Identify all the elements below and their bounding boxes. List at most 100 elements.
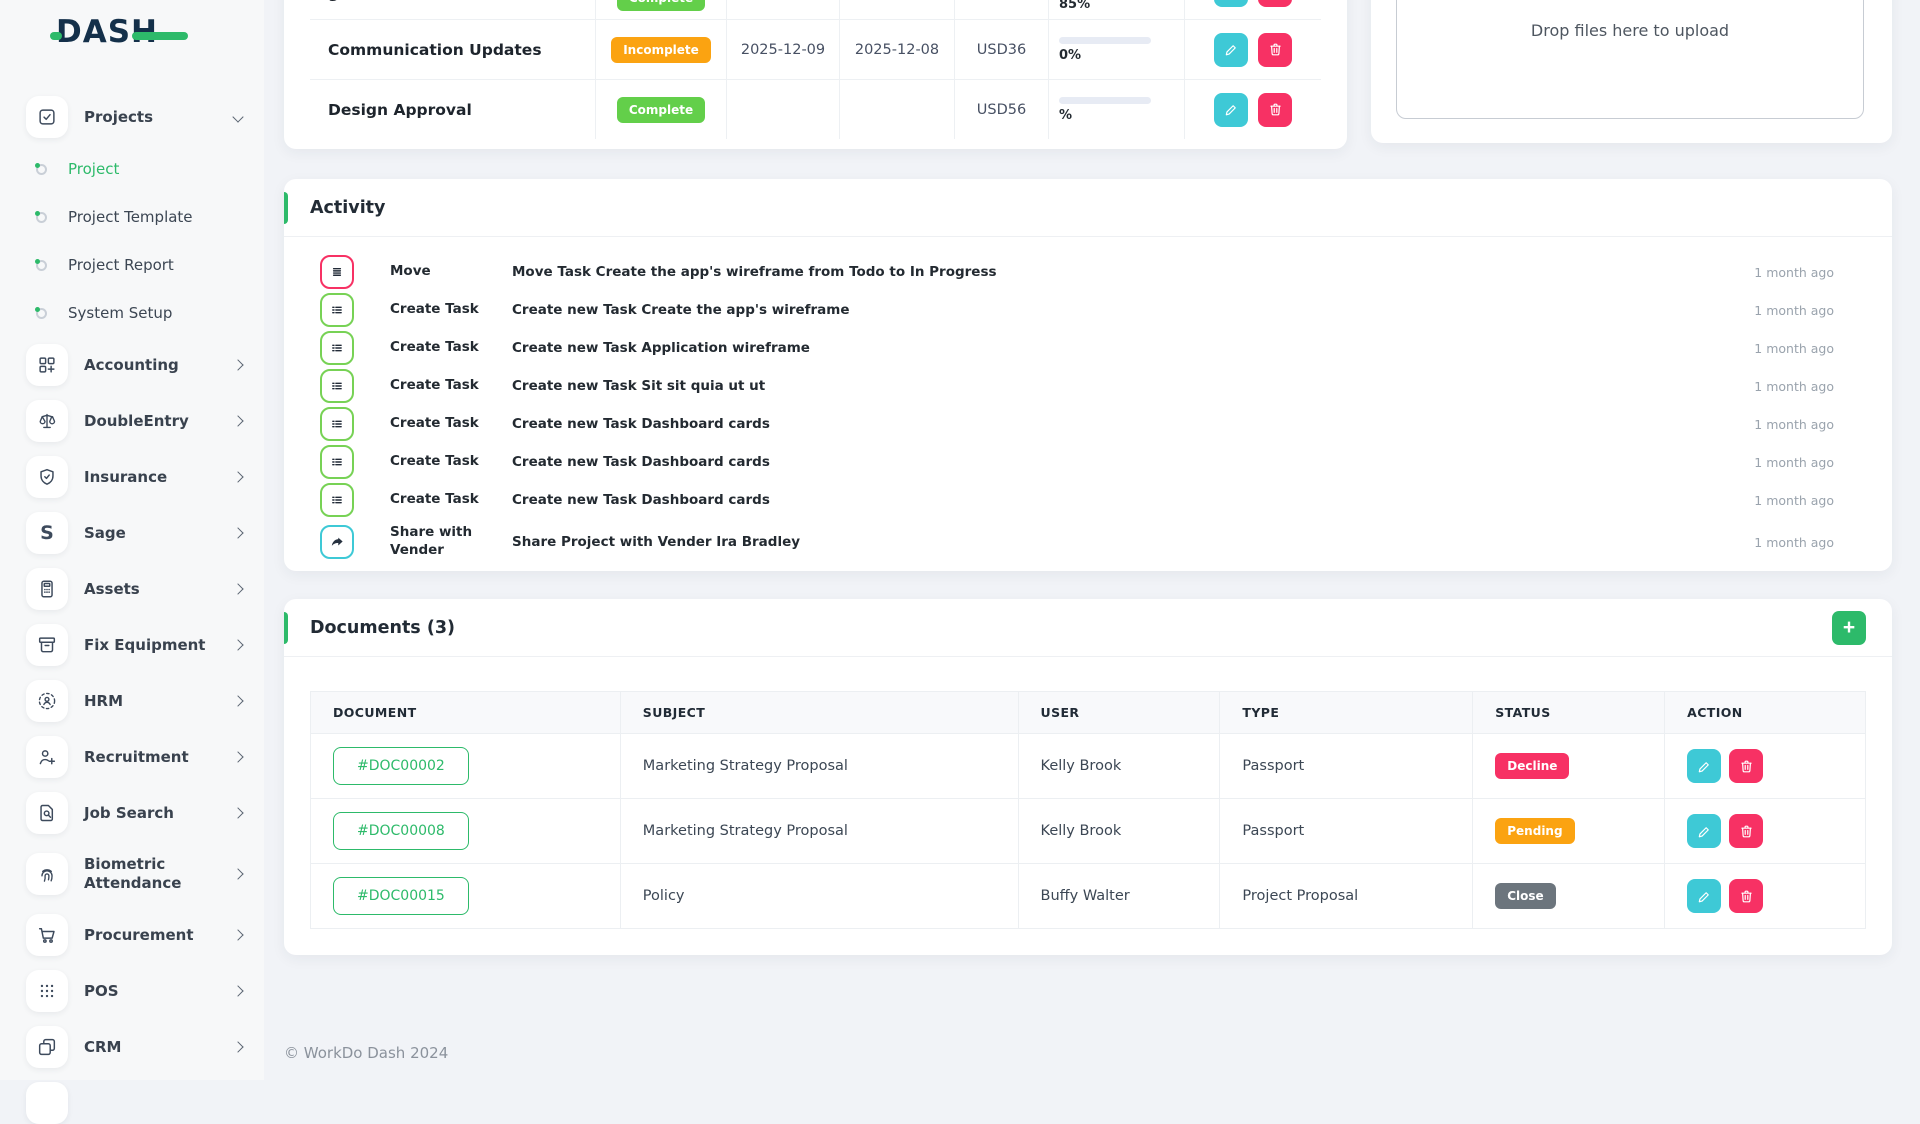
activity-time: 1 month ago bbox=[1754, 303, 1834, 318]
sidebar-item-crm[interactable]: CRM bbox=[26, 1026, 264, 1068]
scales-icon bbox=[26, 400, 68, 442]
document-type: Project Proposal bbox=[1220, 864, 1473, 928]
document-user: Buffy Walter bbox=[1019, 864, 1221, 928]
delete-button[interactable] bbox=[1729, 749, 1763, 783]
task-end-date bbox=[840, 0, 955, 19]
subitem-label: Project Template bbox=[68, 208, 193, 226]
chevron-right-icon bbox=[232, 359, 243, 370]
sidebar-item-accounting[interactable]: Accounting bbox=[26, 344, 264, 386]
sidebar-item-fix-equipment[interactable]: Fix Equipment bbox=[26, 624, 264, 666]
sidebar-subitem-project-template[interactable]: Project Template bbox=[26, 200, 264, 234]
sidebar-subitem-system-setup[interactable]: System Setup bbox=[26, 296, 264, 330]
column-header: USER bbox=[1019, 692, 1221, 733]
sidebar-item-procurement[interactable]: Procurement bbox=[26, 914, 264, 956]
task-list-icon bbox=[320, 445, 354, 479]
status-badge: Pending bbox=[1495, 818, 1574, 844]
sidebar-item-label: Accounting bbox=[84, 356, 212, 375]
bullet-ring-icon bbox=[36, 308, 47, 319]
task-actions bbox=[1185, 80, 1321, 139]
edit-button[interactable] bbox=[1214, 0, 1248, 7]
archive-box-icon bbox=[26, 624, 68, 666]
sidebar-item-label: CRM bbox=[84, 1038, 212, 1057]
activity-item: Create Task Create new Task Sit sit quia… bbox=[310, 367, 1866, 405]
task-price bbox=[955, 0, 1049, 19]
grid-plus-icon bbox=[26, 344, 68, 386]
activity-time: 1 month ago bbox=[1754, 341, 1834, 356]
delete-button[interactable] bbox=[1729, 814, 1763, 848]
activity-header: Activity bbox=[284, 179, 1892, 237]
delete-button[interactable] bbox=[1258, 33, 1292, 67]
delete-button[interactable] bbox=[1258, 0, 1292, 7]
sidebar: DASH Projects Project Project Template P… bbox=[0, 0, 264, 1080]
delete-button[interactable] bbox=[1258, 93, 1292, 127]
activity-time: 1 month ago bbox=[1754, 493, 1834, 508]
sidebar-item-assets[interactable]: Assets bbox=[26, 568, 264, 610]
edit-button[interactable] bbox=[1687, 749, 1721, 783]
document-row: #DOC00002 Marketing Strategy Proposal Ke… bbox=[311, 734, 1865, 799]
sidebar-item-label: Fix Equipment bbox=[84, 636, 212, 655]
activity-time: 1 month ago bbox=[1754, 379, 1834, 394]
upload-card: Drop files here to upload bbox=[1371, 0, 1892, 143]
activity-list: Move Move Task Create the app's wirefram… bbox=[284, 237, 1892, 565]
document-id-button[interactable]: #DOC00002 bbox=[333, 747, 469, 785]
sidebar-item-insurance[interactable]: Insurance bbox=[26, 456, 264, 498]
sidebar-item-label: Recruitment bbox=[84, 748, 212, 767]
sidebar-item-label: Assets bbox=[84, 580, 212, 599]
chevron-right-icon bbox=[232, 583, 243, 594]
edit-button[interactable] bbox=[1687, 879, 1721, 913]
document-search-icon bbox=[26, 792, 68, 834]
sidebar-item-doubleentry[interactable]: DoubleEntry bbox=[26, 400, 264, 442]
sidebar-item-job-search[interactable]: Job Search bbox=[26, 792, 264, 834]
sidebar-item-projects[interactable]: Projects bbox=[26, 96, 264, 138]
task-start-date bbox=[727, 0, 840, 19]
sidebar-subitem-project-report[interactable]: Project Report bbox=[26, 248, 264, 282]
task-progress: % bbox=[1049, 80, 1185, 139]
sidebar-item-biometric-attendance[interactable]: Biometric Attendance bbox=[26, 848, 264, 900]
delete-button[interactable] bbox=[1729, 879, 1763, 913]
activity-item: Create Task Create new Task Application … bbox=[310, 329, 1866, 367]
task-list-icon bbox=[320, 369, 354, 403]
file-dropzone[interactable]: Drop files here to upload bbox=[1396, 0, 1864, 119]
sidebar-item-recruitment[interactable]: Recruitment bbox=[26, 736, 264, 778]
person-focus-icon bbox=[26, 680, 68, 722]
column-header: ACTION bbox=[1665, 692, 1865, 733]
sidebar-item-hrm[interactable]: HRM bbox=[26, 680, 264, 722]
subitem-label: System Setup bbox=[68, 304, 172, 322]
sage-letter-icon: S bbox=[26, 512, 68, 554]
sidebar-subitem-project[interactable]: Project bbox=[26, 152, 264, 186]
app-logo[interactable]: DASH bbox=[56, 14, 226, 60]
task-start-date bbox=[727, 80, 840, 139]
person-add-icon bbox=[26, 736, 68, 778]
document-user: Kelly Brook bbox=[1019, 799, 1221, 863]
documents-table: DOCUMENT SUBJECT USER TYPE STATUS ACTION… bbox=[310, 691, 1866, 929]
activity-time: 1 month ago bbox=[1754, 417, 1834, 432]
bullet-ring-icon bbox=[36, 212, 47, 223]
section-accent-bar bbox=[284, 192, 288, 224]
dots-grid-icon bbox=[26, 970, 68, 1012]
task-price: USD56 bbox=[955, 80, 1049, 139]
sidebar-item-partial-icon[interactable] bbox=[26, 1082, 68, 1124]
chevron-right-icon bbox=[232, 985, 243, 996]
sidebar-item-sage[interactable]: S Sage bbox=[26, 512, 264, 554]
chevron-right-icon bbox=[232, 527, 243, 538]
tasks-table: g Complete 85% Communication Updates Inc… bbox=[310, 0, 1321, 139]
sidebar-item-label: Procurement bbox=[84, 926, 212, 945]
task-list-icon bbox=[320, 483, 354, 517]
document-id-button[interactable]: #DOC00015 bbox=[333, 877, 469, 915]
edit-button[interactable] bbox=[1687, 814, 1721, 848]
dropzone-label: Drop files here to upload bbox=[1397, 21, 1863, 40]
chevron-right-icon bbox=[232, 751, 243, 762]
edit-button[interactable] bbox=[1214, 93, 1248, 127]
logo-accent-bar bbox=[132, 32, 188, 40]
document-user: Kelly Brook bbox=[1019, 734, 1221, 798]
document-id-button[interactable]: #DOC00008 bbox=[333, 812, 469, 850]
sidebar-item-label: Biometric Attendance bbox=[84, 855, 212, 893]
task-end-date bbox=[840, 80, 955, 139]
move-icon bbox=[320, 255, 354, 289]
chevron-down-icon bbox=[232, 111, 243, 122]
document-actions bbox=[1665, 734, 1865, 798]
edit-button[interactable] bbox=[1214, 33, 1248, 67]
add-document-button[interactable]: + bbox=[1832, 611, 1866, 645]
task-name: Design Approval bbox=[310, 80, 596, 139]
sidebar-item-pos[interactable]: POS bbox=[26, 970, 264, 1012]
